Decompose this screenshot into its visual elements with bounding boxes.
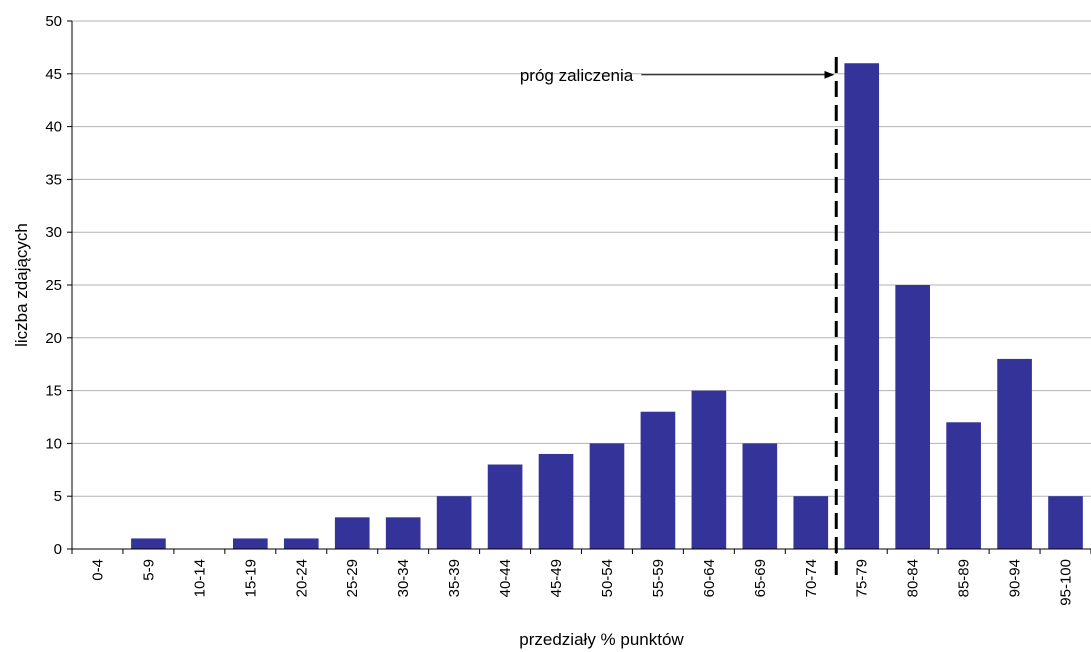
x-tick-label: 75-79 [854,559,871,597]
bar [487,464,523,549]
bars [131,63,1083,550]
bar [131,538,166,549]
y-tick-label: 35 [45,171,62,188]
threshold-label: próg zaliczenia [520,66,634,85]
y-tick-label: 40 [45,119,62,136]
x-tick-label: 25-29 [344,559,361,597]
bar [538,453,574,549]
bar [997,358,1032,549]
x-tick-label: 80-84 [905,559,922,597]
bar [385,517,421,549]
x-tick-label: 45-49 [548,559,565,597]
bar [436,496,472,549]
y-tick-label: 0 [54,541,62,558]
x-tick-label: 5-9 [140,559,157,581]
bar [691,390,727,549]
y-tick-label: 25 [45,277,62,294]
y-tick-labels: 0 5 10 15 20 25 30 35 40 45 50 [45,13,72,558]
x-tick-label: 30-34 [395,559,412,597]
y-tick-label: 30 [45,224,62,241]
bar [283,538,319,549]
y-axis-title: liczba zdających [12,223,31,347]
bar [1048,496,1083,549]
x-tick-label: 0-4 [89,559,106,581]
x-tick-label: 55-59 [650,559,667,597]
x-tick-label: 85-89 [956,559,973,597]
y-tick-label: 5 [54,488,62,505]
x-tick-label: 40-44 [497,559,514,597]
x-tick-label: 65-69 [752,559,769,597]
grid-lines [72,20,1091,497]
y-tick-label: 45 [45,66,62,83]
bar [742,443,778,549]
x-axis-title: przedziały % punktów [519,630,684,649]
bar [233,538,268,549]
x-tick-label: 50-54 [599,559,616,597]
y-tick-label: 50 [45,13,62,30]
bar [640,411,676,549]
bar [895,285,930,549]
y-tick-label: 15 [45,383,62,400]
y-tick-label: 10 [45,435,62,452]
x-tick-label: 10-14 [191,559,208,597]
x-tick-label: 60-64 [701,559,718,597]
x-tick-label: 90-94 [1007,559,1024,597]
x-tick-label: 95-100 [1058,559,1075,606]
x-tick-label: 20-24 [293,559,310,597]
bar [946,422,981,549]
bar [589,443,625,549]
x-tick-label: 70-74 [803,559,820,597]
x-tick-label: 35-39 [446,559,463,597]
bar [334,517,370,549]
bar [793,496,829,549]
x-tick-labels: 0-4 5-9 10-14 15-19 20-24 25-29 30-34 35-39 40-4… [71,549,1091,606]
threshold-marker: próg zaliczenia [520,57,838,575]
y-tick-label: 20 [45,330,62,347]
x-tick-label: 15-19 [242,559,259,597]
bar [844,63,880,550]
